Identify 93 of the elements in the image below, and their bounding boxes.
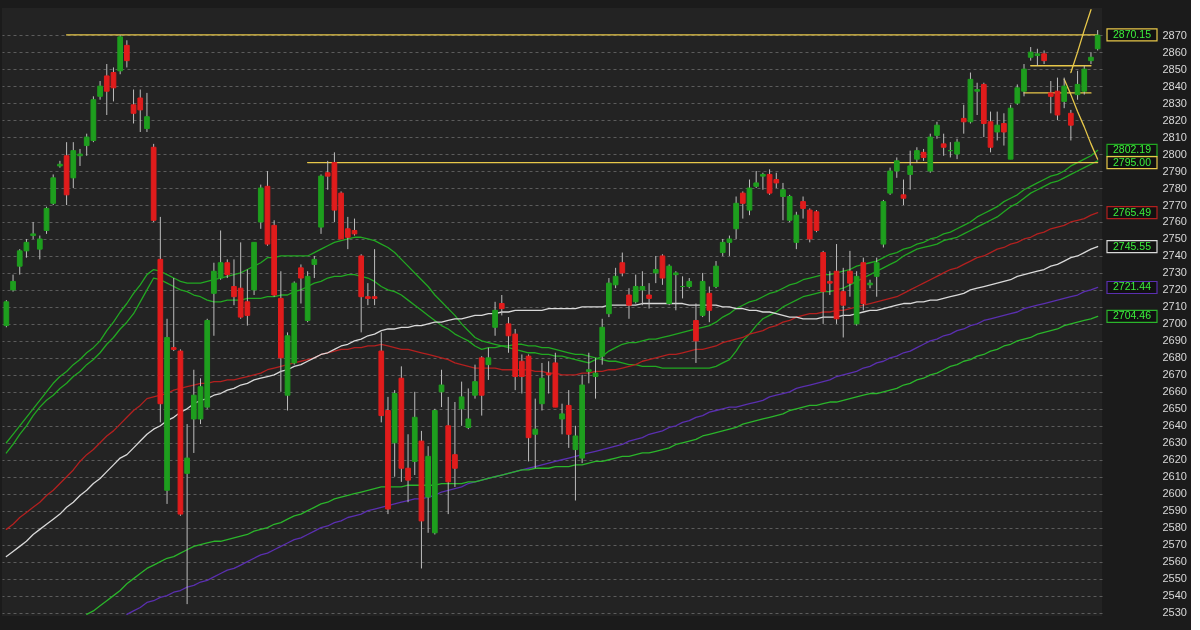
candlestick [619,252,626,277]
data-label: 2704.46 [1113,309,1152,322]
y-tick-label: 2740 [1162,249,1187,262]
candlestick [867,279,873,289]
candlestick [659,253,666,286]
data-label: 2795.00 [1113,155,1152,168]
candlestick [492,301,498,337]
y-tick-label: 2630 [1162,436,1187,449]
candlestick [311,255,318,279]
candlestick [994,111,1001,141]
candlestick [1094,29,1101,51]
y-tick-label: 2860 [1162,45,1187,58]
data-label: 2765.49 [1113,205,1152,218]
candlestick [298,263,304,305]
y-tick-label: 2830 [1162,96,1187,109]
y-tick-label: 2780 [1162,181,1187,194]
y-tick-label: 2870 [1162,28,1187,41]
y-tick-label: 2640 [1162,419,1187,432]
candlestick [1061,77,1068,109]
y-tick-label: 2680 [1162,351,1187,364]
candlestick [170,277,177,352]
candlestick [144,92,150,133]
y-tick-label: 2650 [1162,402,1187,415]
candlestick [873,257,880,298]
candlestick [485,347,492,381]
line-series [5,212,1099,531]
candlestick [438,369,445,408]
y-tick-label: 2620 [1162,453,1187,466]
candlestick [458,381,465,427]
candlestick [498,294,505,316]
candlestick [124,39,130,68]
candlestick [1068,109,1074,141]
y-tick-label: 2810 [1162,130,1187,143]
candlestick [472,364,478,400]
y-tick-label: 2840 [1162,79,1187,92]
y-tick-label: 2530 [1162,606,1187,619]
candlestick [3,299,10,328]
y-tick-label: 2590 [1162,504,1187,517]
y-tick-label: 2610 [1162,470,1187,483]
candlestick [907,150,914,191]
candlestick [652,255,659,284]
candlestick [585,352,592,384]
candlestick [760,172,766,191]
y-tick-label: 2750 [1162,232,1187,245]
candlestick [57,160,63,169]
y-tick-label: 2770 [1162,198,1187,211]
candlestick [1001,112,1007,147]
line-series [5,245,1099,558]
y-tick-label: 2800 [1162,147,1187,160]
candlestick [184,423,190,605]
y-tick-label: 2700 [1162,317,1187,330]
candlestick [224,258,231,279]
candlestick [532,398,539,469]
y-tick-label: 2690 [1162,334,1187,347]
y-tick-label: 2550 [1162,572,1187,585]
y-tick-label: 2790 [1162,164,1187,177]
candlestick [646,282,652,310]
candlestick [43,206,50,235]
data-label: 2745.55 [1113,239,1152,252]
y-tick-label: 2710 [1162,300,1187,313]
y-tick-label: 2570 [1162,538,1187,551]
y-tick-label: 2670 [1162,368,1187,381]
y-tick-label: 2560 [1162,555,1187,568]
candlestick [713,260,719,289]
candlestick [706,286,713,323]
candlestick [626,287,632,320]
y-tick-label: 2580 [1162,521,1187,534]
candlestick [30,221,36,240]
y-tick-label: 2760 [1162,215,1187,228]
candlestick [592,357,599,400]
data-label: 2802.19 [1113,143,1152,156]
candlestick [940,133,947,157]
candlestick [36,235,43,260]
candlestick [847,250,853,298]
y-tick-label: 2660 [1162,385,1187,398]
candlestick [800,196,806,220]
y-tick-label: 2820 [1162,113,1187,126]
candlestick [1088,51,1094,65]
candlestick [465,387,472,430]
y-tick-label: 2540 [1162,589,1187,602]
candlestick [900,179,907,206]
candlestick [746,179,753,216]
candlestick [559,403,565,435]
candlestick [739,190,746,220]
data-label: 2870.15 [1113,27,1152,40]
candlestick [960,104,967,135]
y-tick-label: 2730 [1162,266,1187,279]
y-tick-label: 2600 [1162,487,1187,500]
y-tick-label: 2850 [1162,62,1187,75]
candlestick [693,303,699,364]
data-label: 2721.44 [1113,280,1152,293]
y-tick-label: 2720 [1162,283,1187,296]
candlestick [97,80,103,101]
